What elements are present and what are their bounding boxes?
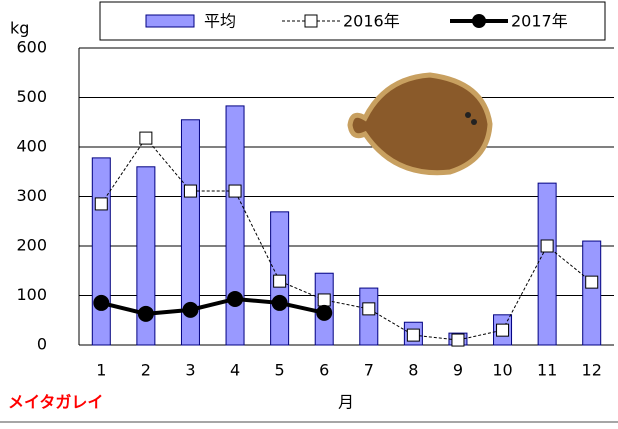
marker — [316, 304, 333, 321]
x-tick-label: 2 — [141, 361, 151, 380]
legend-swatch — [304, 14, 318, 28]
x-tick-label: 5 — [275, 361, 285, 380]
x-tick-label: 12 — [582, 361, 602, 380]
x-tick-label: 8 — [408, 361, 418, 380]
x-tick-label: 7 — [364, 361, 374, 380]
bar — [91, 157, 111, 346]
x-tick-label: 10 — [492, 361, 512, 380]
legend-swatch — [145, 14, 195, 28]
marker — [451, 333, 465, 347]
marker — [496, 323, 510, 337]
y-tick-label: 300 — [16, 186, 47, 205]
x-tick-label: 1 — [96, 361, 106, 380]
marker — [182, 301, 199, 318]
marker — [273, 274, 287, 288]
y-axis-label: kg — [10, 19, 29, 38]
bar — [582, 240, 602, 346]
marker — [228, 184, 242, 198]
bar — [225, 105, 245, 346]
x-axis-label: 月 — [338, 393, 354, 412]
marker — [94, 197, 108, 211]
marker — [362, 302, 376, 316]
marker — [139, 131, 153, 145]
legend-swatch — [472, 14, 486, 28]
marker — [93, 294, 110, 311]
x-tick-label: 9 — [453, 361, 463, 380]
x-tick-label: 11 — [537, 361, 557, 380]
y-tick-label: 100 — [16, 285, 47, 304]
y-tick-label: 0 — [37, 335, 47, 354]
bar — [537, 182, 557, 346]
y-tick-label: 500 — [16, 87, 47, 106]
y-tick-label: 200 — [16, 236, 47, 255]
marker — [540, 239, 554, 253]
x-tick-label: 4 — [230, 361, 240, 380]
marker — [227, 290, 244, 307]
x-tick-label: 3 — [185, 361, 195, 380]
legend-label: 2016年 — [343, 12, 400, 31]
marker — [585, 275, 599, 289]
line — [100, 137, 593, 341]
marker — [183, 184, 197, 198]
bar — [136, 166, 156, 346]
fish-illustration — [347, 72, 493, 176]
marker — [317, 293, 331, 307]
legend-label: 2017年 — [511, 12, 568, 31]
annotation: メイタガレイ — [8, 393, 103, 412]
marker — [137, 305, 154, 322]
y-tick-label: 600 — [16, 38, 47, 57]
bar — [359, 287, 379, 346]
bar — [180, 119, 200, 346]
marker — [271, 294, 288, 311]
y-tick-label: 400 — [16, 137, 47, 156]
legend-label: 平均 — [204, 12, 236, 31]
marker — [406, 328, 420, 342]
x-tick-label: 6 — [319, 361, 329, 380]
